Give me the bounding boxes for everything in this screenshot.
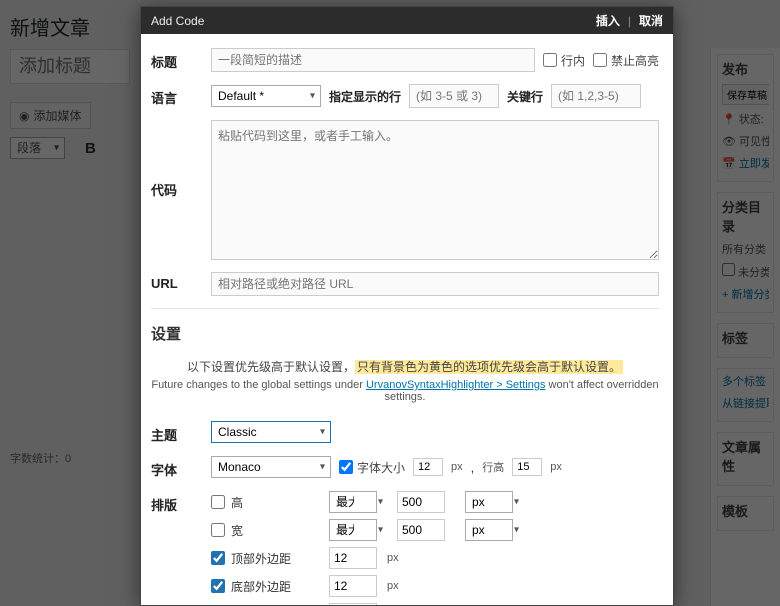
theme-label: 主题: [151, 421, 211, 444]
add-code-modal: Add Code 插入 | 取消 标题 行内 禁止高亮 语言 Default *…: [140, 6, 674, 606]
height-unit-select[interactable]: px: [465, 491, 513, 513]
settings-divider: [151, 308, 659, 309]
header-separator: |: [628, 14, 631, 28]
url-label: URL: [151, 272, 211, 291]
inline-checkbox[interactable]: [543, 53, 557, 67]
margin-top-checkbox[interactable]: [211, 551, 225, 565]
font-size-input[interactable]: [413, 458, 443, 476]
width-input[interactable]: [397, 519, 445, 541]
url-input[interactable]: [211, 272, 659, 296]
settings-desc: 以下设置优先级高于默认设置，只有背景色为黄色的选项优先级会高于默认设置。: [151, 358, 659, 375]
cancel-button[interactable]: 取消: [639, 12, 663, 29]
font-label: 字体: [151, 456, 211, 479]
code-textarea[interactable]: [211, 120, 659, 260]
margin-left-input[interactable]: [329, 603, 377, 605]
height-mode-select[interactable]: 最大: [329, 491, 377, 513]
language-select[interactable]: Default *: [211, 85, 321, 107]
code-label: 代码: [151, 120, 211, 199]
font-size-label: 字体大小: [357, 459, 405, 476]
margin-bottom-label: 底部外边距: [231, 578, 291, 595]
layout-label: 排版: [151, 491, 211, 514]
width-unit-select[interactable]: px: [465, 519, 513, 541]
width-mode-select[interactable]: 最大: [329, 519, 377, 541]
line-height-label: 行高: [482, 459, 504, 475]
margin-top-unit: px: [387, 552, 417, 564]
margin-bottom-checkbox[interactable]: [211, 579, 225, 593]
theme-select[interactable]: Classic: [211, 421, 331, 443]
marked-lines-input[interactable]: [409, 84, 499, 108]
height-input[interactable]: [397, 491, 445, 513]
settings-link[interactable]: UrvanovSyntaxHighlighter > Settings: [366, 379, 545, 391]
width-label: 宽: [231, 522, 243, 539]
line-height-unit: px: [550, 461, 562, 473]
title-input[interactable]: [211, 48, 535, 72]
margin-top-input[interactable]: [329, 547, 377, 569]
margin-bottom-input[interactable]: [329, 575, 377, 597]
font-size-checkbox[interactable]: [339, 460, 353, 474]
line-height-input[interactable]: [512, 458, 542, 476]
language-label: 语言: [151, 84, 211, 107]
insert-button[interactable]: 插入: [596, 12, 620, 29]
margin-top-label: 顶部外边距: [231, 550, 291, 567]
key-lines-label: 关键行: [507, 88, 543, 105]
height-checkbox[interactable]: [211, 495, 225, 509]
no-highlight-checkbox[interactable]: [593, 53, 607, 67]
modal-title: Add Code: [151, 14, 596, 28]
margin-bottom-unit: px: [387, 580, 417, 592]
settings-title: 设置: [151, 323, 659, 344]
height-label: 高: [231, 494, 243, 511]
key-lines-input[interactable]: [551, 84, 641, 108]
width-checkbox[interactable]: [211, 523, 225, 537]
settings-subdesc: Future changes to the global settings un…: [151, 379, 659, 403]
marked-lines-label: 指定显示的行: [329, 88, 401, 105]
inline-label: 行内: [561, 52, 585, 69]
font-size-unit: px: [451, 461, 463, 473]
title-label: 标题: [151, 48, 211, 71]
font-select[interactable]: Monaco: [211, 456, 331, 478]
no-highlight-label: 禁止高亮: [611, 52, 659, 69]
